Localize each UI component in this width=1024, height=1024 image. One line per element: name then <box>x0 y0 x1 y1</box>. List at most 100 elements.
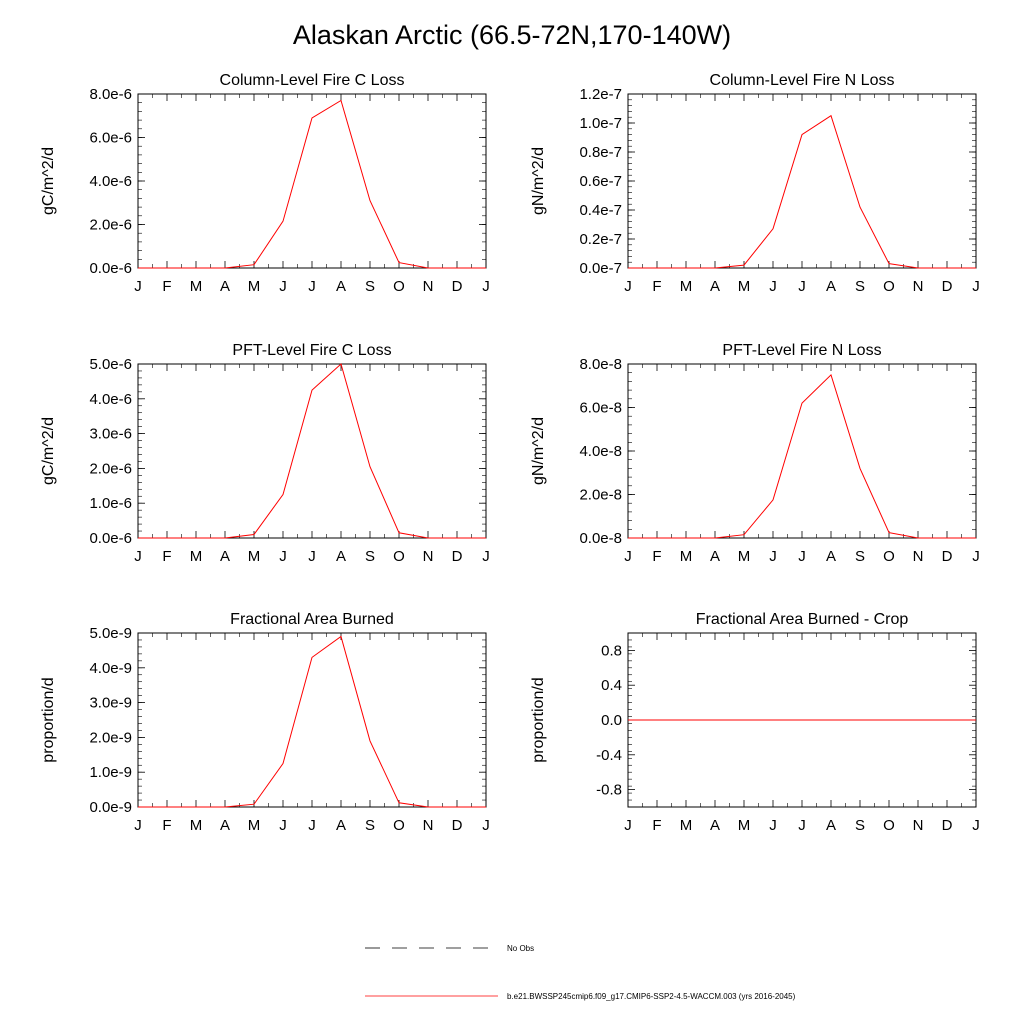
x-tick-label: D <box>942 278 953 295</box>
legend-model-label: b.e21.BWSSP245cmip6.f09_g17.CMIP6-SSP2-4… <box>507 992 796 1001</box>
x-tick-label: J <box>134 548 142 565</box>
x-tick-label: D <box>452 548 463 565</box>
x-tick-label: M <box>738 548 751 565</box>
x-tick-label: J <box>624 548 632 565</box>
chart-panel-2: J F M A M J J A S O N D J0.0e-70.2e-70.4e-70.6e-70.8… <box>530 72 980 295</box>
x-tick-label: J <box>798 548 806 565</box>
x-tick-label: N <box>913 548 924 565</box>
legend-no-obs-label: No Obs <box>507 944 534 953</box>
x-tick-label: J <box>769 548 777 565</box>
x-tick-label: D <box>942 817 953 834</box>
x-tick-label: N <box>913 278 924 295</box>
panel-title: Column-Level Fire N Loss <box>710 72 895 89</box>
chart-panel-4: J F M A M J J A S O N D J0.0e-82.0e-84.0e-86.0e-88.0… <box>530 342 980 565</box>
y-tick-label: 3.0e-9 <box>89 695 132 712</box>
x-tick-label: S <box>365 548 375 565</box>
x-tick-label: A <box>710 278 720 295</box>
x-tick-label: N <box>423 817 434 834</box>
x-tick-label: A <box>826 817 836 834</box>
x-tick-label: F <box>652 278 661 295</box>
x-tick-label: F <box>162 278 171 295</box>
x-tick-label: M <box>190 278 203 295</box>
x-tick-label: J <box>769 817 777 834</box>
plot-frame <box>137 93 487 269</box>
x-tick-label: J <box>482 817 490 834</box>
x-tick-label: F <box>162 548 171 565</box>
y-tick-label: 0.0e-6 <box>89 530 132 547</box>
y-tick-label: 5.0e-6 <box>89 356 132 373</box>
x-tick-label: F <box>652 548 661 565</box>
x-tick-label: M <box>680 278 693 295</box>
y-tick-label: 0.0 <box>601 712 622 729</box>
y-tick-label: 3.0e-6 <box>89 426 132 443</box>
y-tick-label: 0.8e-7 <box>579 144 622 161</box>
figure-title: Alaskan Arctic (66.5-72N,170-140W) <box>292 20 732 50</box>
x-tick-label: S <box>365 817 375 834</box>
y-tick-label: 0.0e-9 <box>89 799 132 816</box>
x-tick-label: O <box>883 278 895 295</box>
y-tick-label: 2.0e-9 <box>89 729 132 746</box>
y-tick-label: 2.0e-6 <box>89 217 132 234</box>
y-axis-label: proportion/d <box>530 677 547 762</box>
x-tick-label: J <box>134 278 142 295</box>
chart-panels: J F M A M J J A S O N D J0.0e-62.0e-64.0e-66.0e-68.0… <box>40 72 980 834</box>
y-tick-label: 4.0e-6 <box>89 173 132 190</box>
x-tick-label: M <box>680 817 693 834</box>
panel-title: PFT-Level Fire N Loss <box>722 342 881 359</box>
y-tick-label: 8.0e-8 <box>579 356 622 373</box>
y-axis-label: gC/m^2/d <box>40 147 57 215</box>
y-tick-label: 6.0e-6 <box>89 130 132 147</box>
x-tick-label: N <box>423 278 434 295</box>
x-tick-label: A <box>220 817 230 834</box>
x-tick-label: J <box>308 548 316 565</box>
x-tick-label: A <box>710 548 720 565</box>
x-tick-label: J <box>308 278 316 295</box>
y-axis-label: proportion/d <box>40 677 57 762</box>
x-tick-label: J <box>972 278 980 295</box>
x-tick-label: S <box>855 278 865 295</box>
x-tick-label: A <box>826 278 836 295</box>
panel-title: PFT-Level Fire C Loss <box>232 342 391 359</box>
y-tick-label: 1.2e-7 <box>579 86 622 103</box>
y-tick-label: -0.8 <box>596 782 622 799</box>
x-tick-label: J <box>972 817 980 834</box>
x-tick-label: J <box>624 817 632 834</box>
x-tick-label: J <box>279 817 287 834</box>
y-axis-label: gC/m^2/d <box>40 417 57 485</box>
x-tick-label: N <box>913 817 924 834</box>
panel-title: Column-Level Fire C Loss <box>220 72 405 89</box>
x-tick-label: A <box>336 548 346 565</box>
x-tick-label: J <box>624 278 632 295</box>
series-line-1 <box>628 373 976 539</box>
y-tick-label: 0.8 <box>601 642 622 659</box>
x-tick-label: A <box>336 278 346 295</box>
y-tick-label: 1.0e-6 <box>89 495 132 512</box>
chart-panel-6: J F M A M J J A S O N D J-0.8-0.40.00.40.8Fractional… <box>530 611 980 834</box>
x-tick-label: A <box>710 817 720 834</box>
x-tick-label: F <box>162 817 171 834</box>
series-line-1 <box>138 99 486 269</box>
y-tick-label: 4.0e-8 <box>579 443 622 460</box>
x-tick-label: J <box>134 817 142 834</box>
y-tick-label: 0.0e-6 <box>89 260 132 277</box>
chart-panel-1: J F M A M J J A S O N D J0.0e-62.0e-64.0e-66.0e-68.0… <box>40 72 490 295</box>
y-axis-label: gN/m^2/d <box>530 147 547 215</box>
chart-panel-5: J F M A M J J A S O N D J0.0e-91.0e-92.0e-93.0e-94.0… <box>40 611 490 834</box>
legend: No Obs b.e21.BWSSP245cmip6.f09_g17.CMIP6… <box>365 944 796 1001</box>
x-tick-label: S <box>855 817 865 834</box>
chart-panel-3: J F M A M J J A S O N D J0.0e-61.0e-62.0e-63.0e-64.0… <box>40 342 490 565</box>
x-tick-label: O <box>393 278 405 295</box>
x-tick-label: M <box>248 548 261 565</box>
y-tick-label: 0.2e-7 <box>579 231 622 248</box>
x-tick-label: J <box>482 548 490 565</box>
plot-frame <box>627 363 977 539</box>
y-axis-label: gN/m^2/d <box>530 417 547 485</box>
x-tick-label: M <box>738 278 751 295</box>
x-tick-label: J <box>798 817 806 834</box>
x-tick-label: A <box>336 817 346 834</box>
x-tick-label: J <box>279 278 287 295</box>
x-tick-label: D <box>942 548 953 565</box>
y-tick-label: 4.0e-6 <box>89 391 132 408</box>
x-tick-label: A <box>220 548 230 565</box>
x-tick-label: O <box>883 817 895 834</box>
